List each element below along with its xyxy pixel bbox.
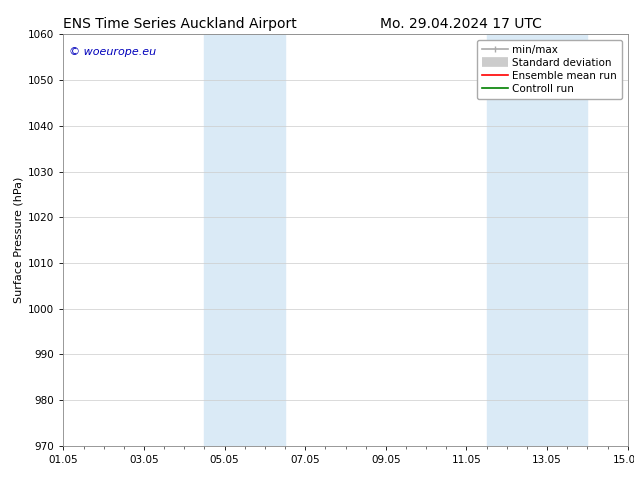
Bar <box>487 34 587 446</box>
Text: ENS Time Series Auckland Airport: ENS Time Series Auckland Airport <box>63 17 297 31</box>
Text: Mo. 29.04.2024 17 UTC: Mo. 29.04.2024 17 UTC <box>380 17 542 31</box>
Legend: min/max, Standard deviation, Ensemble mean run, Controll run: min/max, Standard deviation, Ensemble me… <box>477 40 623 99</box>
Text: © woeurope.eu: © woeurope.eu <box>69 47 156 57</box>
Y-axis label: Surface Pressure (hPa): Surface Pressure (hPa) <box>14 177 24 303</box>
Bar <box>204 34 285 446</box>
